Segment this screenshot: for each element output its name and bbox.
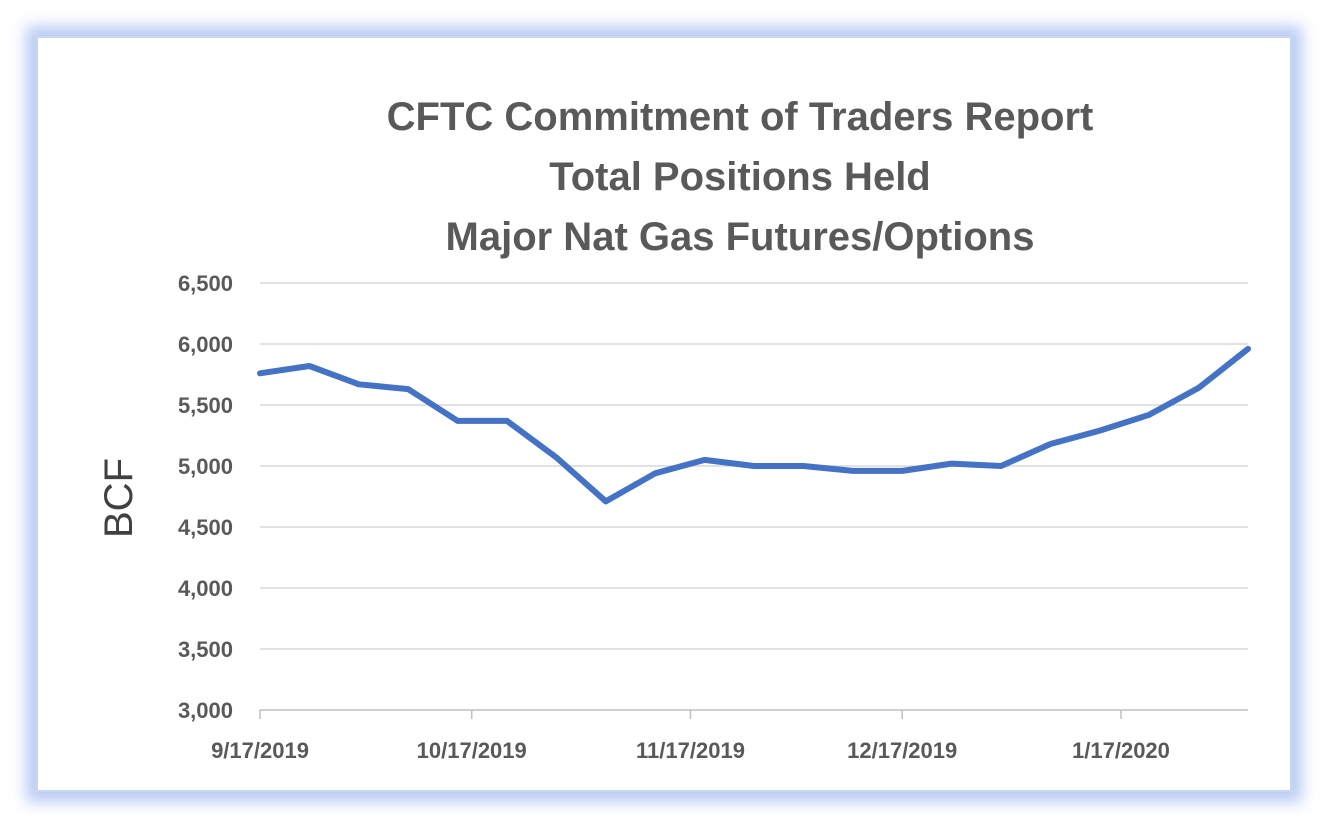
- y-tick-label: 3,000: [178, 698, 233, 723]
- chart-title: CFTC Commitment of Traders Report Total …: [387, 95, 1094, 259]
- chart-title-line-2: Total Positions Held: [549, 155, 931, 199]
- gridlines: [260, 282, 1248, 650]
- chart-frame: [36, 36, 1292, 792]
- x-tick-label: 10/17/2019: [417, 738, 527, 763]
- x-tick-label: 1/17/2020: [1072, 738, 1170, 763]
- x-tick-label: 11/17/2019: [636, 738, 745, 763]
- x-axis-ticks: 9/17/2019 10/17/2019 11/17/2019 12/17/2019 1…: [211, 738, 1170, 763]
- x-tick-label: 12/17/2019: [847, 738, 957, 763]
- x-tick-label: 9/17/2019: [211, 738, 309, 763]
- y-tick-label: 5,500: [178, 393, 233, 418]
- y-tick-label: 6,500: [178, 271, 233, 296]
- y-tick-label: 6,000: [178, 332, 233, 357]
- y-tick-label: 4,500: [178, 515, 233, 540]
- y-tick-label: 4,000: [178, 576, 233, 601]
- x-axis: [259, 709, 1248, 719]
- y-axis-ticks: 3,000 3,500 4,000 4,500 5,000 5,500 6,000 6,500: [178, 271, 233, 723]
- y-tick-label: 3,500: [178, 637, 233, 662]
- y-tick-label: 5,000: [178, 454, 233, 479]
- series-line: [257, 345, 1251, 505]
- chart-title-line-1: CFTC Commitment of Traders Report: [387, 95, 1094, 139]
- chart-title-line-3: Major Nat Gas Futures/Options: [446, 215, 1035, 259]
- series-layer: [257, 345, 1251, 505]
- y-axis-label: BCF: [97, 458, 141, 538]
